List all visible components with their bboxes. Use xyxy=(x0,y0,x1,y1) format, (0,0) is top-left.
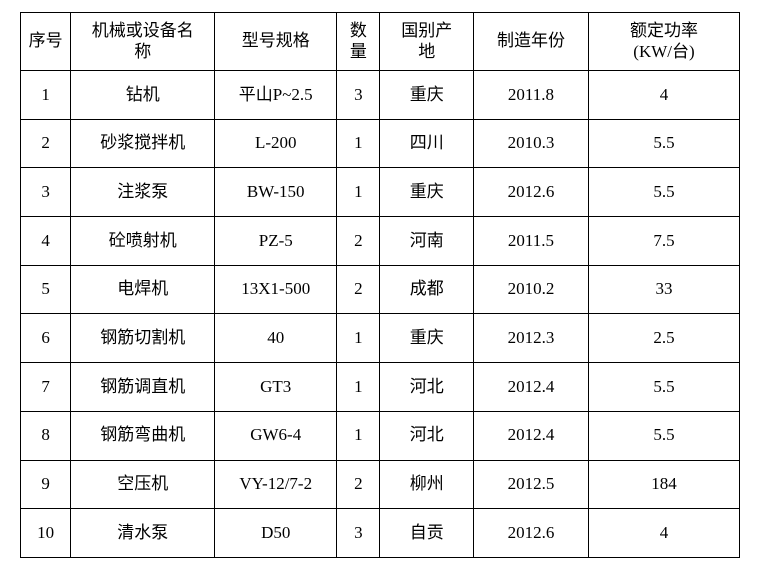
table-cell: 5.5 xyxy=(588,168,739,217)
table-cell: 4 xyxy=(588,71,739,120)
table-cell: 重庆 xyxy=(380,314,473,363)
table-cell: 砂浆搅拌机 xyxy=(71,119,215,168)
table-cell: 2011.8 xyxy=(473,71,588,120)
column-header: 国别产地 xyxy=(380,13,473,71)
table-row: 2砂浆搅拌机L-2001四川2010.35.5 xyxy=(21,119,740,168)
table-cell: 2.5 xyxy=(588,314,739,363)
table-cell: 平山P~2.5 xyxy=(215,71,337,120)
table-cell: 33 xyxy=(588,265,739,314)
table-cell: 5 xyxy=(21,265,71,314)
table-cell: 1 xyxy=(21,71,71,120)
column-header: 型号规格 xyxy=(215,13,337,71)
table-cell: 2 xyxy=(21,119,71,168)
table-cell: 钢筋弯曲机 xyxy=(71,411,215,460)
table-cell: BW-150 xyxy=(215,168,337,217)
table-cell: 2012.6 xyxy=(473,509,588,558)
table-cell: 2010.2 xyxy=(473,265,588,314)
column-header: 额定功率(KW/台) xyxy=(588,13,739,71)
table-cell: 2 xyxy=(337,265,380,314)
table-cell: GT3 xyxy=(215,363,337,412)
table-cell: 河北 xyxy=(380,411,473,460)
table-cell: 清水泵 xyxy=(71,509,215,558)
table-cell: 5.5 xyxy=(588,363,739,412)
table-cell: 6 xyxy=(21,314,71,363)
table-cell: 5.5 xyxy=(588,119,739,168)
column-header: 数量 xyxy=(337,13,380,71)
table-cell: 7.5 xyxy=(588,217,739,266)
table-cell: 184 xyxy=(588,460,739,509)
table-cell: 2011.5 xyxy=(473,217,588,266)
table-cell: 柳州 xyxy=(380,460,473,509)
column-header: 机械或设备名称 xyxy=(71,13,215,71)
table-cell: VY-12/7-2 xyxy=(215,460,337,509)
table-cell: 2012.4 xyxy=(473,411,588,460)
table-cell: 2012.3 xyxy=(473,314,588,363)
table-cell: 钢筋切割机 xyxy=(71,314,215,363)
table-row: 4砼喷射机PZ-52河南2011.57.5 xyxy=(21,217,740,266)
table-cell: 砼喷射机 xyxy=(71,217,215,266)
table-row: 7钢筋调直机GT31河北2012.45.5 xyxy=(21,363,740,412)
table-cell: D50 xyxy=(215,509,337,558)
table-cell: 2012.5 xyxy=(473,460,588,509)
table-cell: 河南 xyxy=(380,217,473,266)
table-cell: 1 xyxy=(337,411,380,460)
table-cell: 钢筋调直机 xyxy=(71,363,215,412)
table-cell: GW6-4 xyxy=(215,411,337,460)
table-cell: 注浆泵 xyxy=(71,168,215,217)
table-cell: 重庆 xyxy=(380,71,473,120)
table-cell: 3 xyxy=(337,71,380,120)
table-cell: 2 xyxy=(337,217,380,266)
table-cell: 5.5 xyxy=(588,411,739,460)
column-header: 制造年份 xyxy=(473,13,588,71)
table-cell: 1 xyxy=(337,119,380,168)
table-header-row: 序号机械或设备名称型号规格数量国别产地制造年份额定功率(KW/台) xyxy=(21,13,740,71)
table-cell: 成都 xyxy=(380,265,473,314)
table-cell: L-200 xyxy=(215,119,337,168)
equipment-table: 序号机械或设备名称型号规格数量国别产地制造年份额定功率(KW/台) 1钻机平山P… xyxy=(20,12,740,558)
table-cell: 3 xyxy=(337,509,380,558)
table-cell: 空压机 xyxy=(71,460,215,509)
table-cell: 2012.4 xyxy=(473,363,588,412)
table-cell: 重庆 xyxy=(380,168,473,217)
table-cell: 3 xyxy=(21,168,71,217)
table-cell: 4 xyxy=(588,509,739,558)
table-cell: 2010.3 xyxy=(473,119,588,168)
table-cell: 1 xyxy=(337,168,380,217)
table-cell: PZ-5 xyxy=(215,217,337,266)
table-cell: 8 xyxy=(21,411,71,460)
table-row: 8钢筋弯曲机GW6-41河北2012.45.5 xyxy=(21,411,740,460)
table-row: 10清水泵D503自贡2012.64 xyxy=(21,509,740,558)
table-cell: 自贡 xyxy=(380,509,473,558)
table-cell: 10 xyxy=(21,509,71,558)
table-row: 5电焊机13X1-5002成都2010.233 xyxy=(21,265,740,314)
table-cell: 四川 xyxy=(380,119,473,168)
table-row: 6钢筋切割机401重庆2012.32.5 xyxy=(21,314,740,363)
table-cell: 13X1-500 xyxy=(215,265,337,314)
table-cell: 4 xyxy=(21,217,71,266)
table-cell: 1 xyxy=(337,314,380,363)
table-cell: 钻机 xyxy=(71,71,215,120)
table-cell: 2 xyxy=(337,460,380,509)
table-cell: 40 xyxy=(215,314,337,363)
table-row: 9空压机VY-12/7-22柳州2012.5184 xyxy=(21,460,740,509)
table-cell: 1 xyxy=(337,363,380,412)
table-row: 3注浆泵BW-1501重庆2012.65.5 xyxy=(21,168,740,217)
table-row: 1钻机平山P~2.53重庆2011.84 xyxy=(21,71,740,120)
table-cell: 9 xyxy=(21,460,71,509)
table-cell: 7 xyxy=(21,363,71,412)
table-cell: 电焊机 xyxy=(71,265,215,314)
table-cell: 河北 xyxy=(380,363,473,412)
column-header: 序号 xyxy=(21,13,71,71)
table-cell: 2012.6 xyxy=(473,168,588,217)
